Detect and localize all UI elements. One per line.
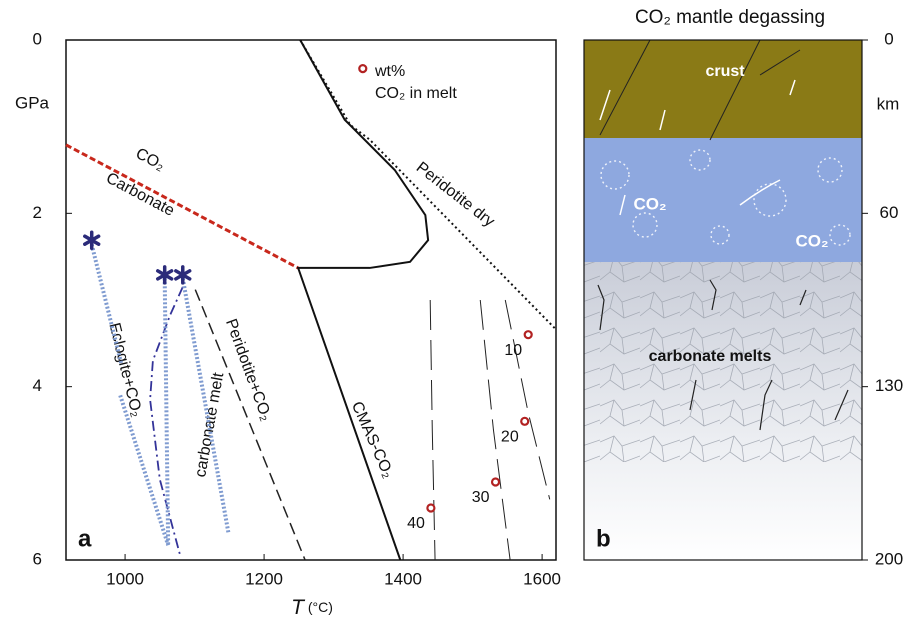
point-label: 20 (501, 429, 519, 446)
curve-label: CO₂ (133, 145, 168, 174)
asterisk-marker (176, 267, 190, 283)
curve-label: Peridotite+CO₂ (222, 317, 275, 424)
y-tick-label: 0 (884, 29, 893, 48)
layer-label: CO₂ (633, 194, 666, 213)
crust-layer (584, 40, 862, 138)
panel-a: 1000 1200 1400 1600 0 2 4 6 GPa T(°C) a CO₂Carbonat… (15, 29, 561, 618)
point-label: 40 (407, 515, 425, 532)
panel-title: CO₂ mantle degassing (635, 7, 825, 28)
legend-text: wt% (374, 63, 405, 80)
x-axis-unit: (°C) (308, 599, 333, 615)
layer-label: carbonate melts (649, 348, 772, 365)
data-point (427, 505, 434, 512)
x-axis-label: T(°C) (291, 596, 333, 619)
asterisk-marker (85, 232, 99, 248)
y-axis-label: GPa (15, 93, 50, 112)
y-tick-label: 200 (875, 549, 903, 568)
panel-label: a (78, 525, 92, 552)
x-tick-label: 1200 (245, 569, 283, 588)
x-tick-label: 1000 (106, 569, 144, 588)
asterisk-marker (158, 267, 172, 283)
curve-label: CMAS-CO₂ (348, 399, 397, 481)
x-tick-label: 1400 (384, 569, 422, 588)
phase-curve (66, 145, 298, 268)
layer-label: CO₂ (795, 231, 828, 250)
data-point (359, 65, 366, 72)
curve-label: Eclogite+CO₂ (105, 321, 145, 419)
point-label: 10 (504, 342, 522, 359)
y-tick-label: 130 (875, 376, 903, 395)
y-axis-label: km (877, 94, 900, 113)
panel-label: b (596, 525, 611, 552)
curve-label: Carbonate (103, 170, 177, 220)
figure: 10001200140016000246GPaT(°C)aCO₂Carbonat… (0, 0, 917, 627)
y-tick-label: 2 (33, 203, 42, 222)
data-point (492, 479, 499, 486)
phase-curve (505, 300, 549, 499)
phase-curve (430, 300, 435, 560)
y-tick-label: 60 (880, 203, 899, 222)
phase-curve (298, 40, 428, 560)
x-tick-label: 1600 (523, 569, 561, 588)
panel-b: crust CO₂ CO₂ carbonate melts CO₂ mantle… (584, 7, 903, 568)
layer-label: crust (705, 63, 745, 80)
plot-frame (66, 40, 556, 560)
y-tick-label: 0 (33, 29, 42, 48)
legend-text: CO₂ in melt (375, 85, 457, 102)
x-axis-variable: T (291, 596, 306, 619)
phase-curve (300, 40, 556, 329)
data-point (525, 331, 532, 338)
data-point (521, 418, 528, 425)
y-tick-label: 4 (33, 376, 42, 395)
point-label: 30 (472, 489, 490, 506)
y-tick-label: 6 (33, 549, 42, 568)
